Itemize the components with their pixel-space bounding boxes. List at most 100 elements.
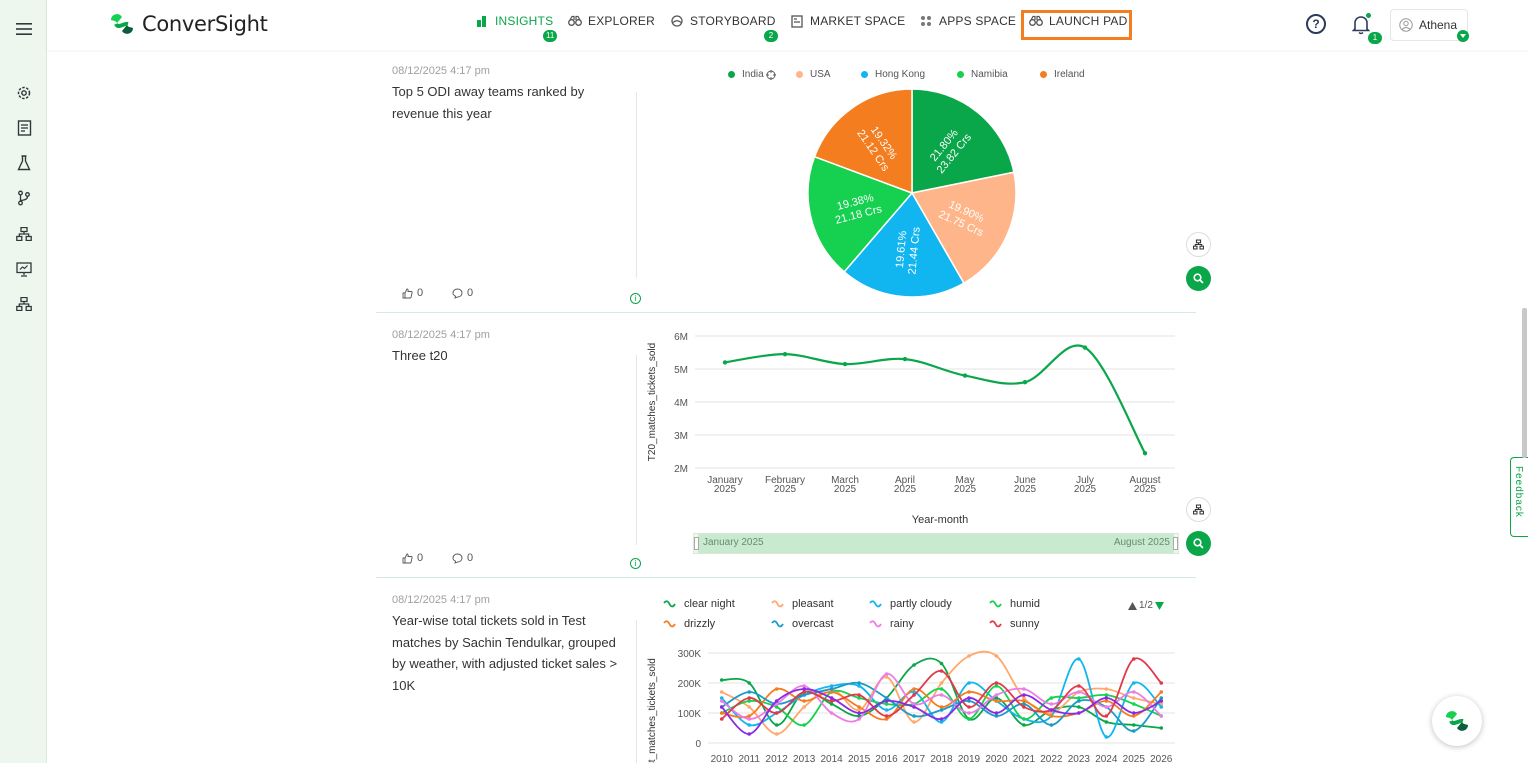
- data-point[interactable]: [1131, 714, 1136, 718]
- data-point[interactable]: [939, 720, 944, 724]
- data-point[interactable]: [829, 699, 834, 703]
- data-point[interactable]: [719, 711, 724, 715]
- legend-item-partly-cloudy[interactable]: partly cloudy: [869, 598, 952, 610]
- data-point[interactable]: [802, 684, 806, 688]
- data-point[interactable]: [774, 711, 779, 715]
- hierarchy-view-button[interactable]: [1186, 497, 1211, 522]
- pie-slice-namibia[interactable]: [807, 155, 914, 273]
- data-point[interactable]: [939, 717, 944, 721]
- hierarchy-view-button[interactable]: [1186, 232, 1211, 257]
- data-point[interactable]: [857, 696, 861, 700]
- branch-icon[interactable]: [14, 188, 34, 208]
- presentation-icon[interactable]: [14, 259, 34, 279]
- data-point[interactable]: [857, 705, 861, 709]
- data-point[interactable]: [884, 675, 889, 679]
- data-point[interactable]: [884, 696, 889, 700]
- range-selection[interactable]: [698, 534, 1174, 553]
- data-point[interactable]: [842, 361, 848, 367]
- insight-card-multi-line[interactable]: 08/12/2025 4:17 pm Year-wise total ticke…: [376, 578, 1196, 763]
- org-chart-icon[interactable]: [14, 294, 34, 314]
- data-point[interactable]: [802, 699, 806, 703]
- data-point[interactable]: [857, 708, 861, 712]
- data-point[interactable]: [1159, 714, 1164, 718]
- data-point[interactable]: [1142, 450, 1148, 456]
- data-point[interactable]: [747, 714, 752, 718]
- legend-item-sunny[interactable]: sunny: [989, 618, 1039, 630]
- data-point[interactable]: [939, 661, 944, 666]
- data-point[interactable]: [719, 705, 724, 709]
- data-point[interactable]: [747, 717, 752, 721]
- data-point[interactable]: [857, 714, 861, 718]
- data-point[interactable]: [1131, 681, 1136, 685]
- data-point[interactable]: [774, 723, 779, 727]
- data-point[interactable]: [1104, 705, 1109, 709]
- data-point[interactable]: [802, 687, 806, 691]
- data-point[interactable]: [912, 714, 916, 718]
- data-point[interactable]: [1159, 690, 1164, 694]
- data-point[interactable]: [902, 356, 908, 362]
- data-point[interactable]: [1049, 714, 1054, 718]
- data-point[interactable]: [747, 732, 752, 736]
- data-point[interactable]: [912, 663, 916, 667]
- pie-legend-namibia[interactable]: Namibia: [957, 69, 1008, 80]
- data-point[interactable]: [1104, 687, 1109, 691]
- data-point[interactable]: [1049, 702, 1054, 706]
- pie-legend-usa[interactable]: USA: [796, 69, 831, 80]
- data-point[interactable]: [1131, 711, 1136, 715]
- data-point[interactable]: [802, 705, 806, 709]
- data-point[interactable]: [994, 684, 999, 688]
- data-point[interactable]: [1077, 657, 1081, 661]
- info-icon[interactable]: i: [630, 293, 641, 304]
- data-point[interactable]: [994, 681, 999, 685]
- data-point[interactable]: [1159, 705, 1164, 709]
- data-point[interactable]: [857, 684, 861, 688]
- help-icon[interactable]: ?: [1306, 14, 1326, 34]
- data-point[interactable]: [1022, 693, 1026, 697]
- data-point[interactable]: [719, 699, 724, 703]
- data-point[interactable]: [1077, 711, 1081, 715]
- insight-card-pie[interactable]: 08/12/2025 4:17 pm Top 5 ODI away teams …: [376, 50, 1196, 313]
- data-point[interactable]: [1022, 723, 1026, 727]
- data-point[interactable]: [939, 687, 944, 691]
- data-point[interactable]: [1104, 735, 1109, 739]
- data-point[interactable]: [967, 717, 971, 721]
- data-point[interactable]: [939, 708, 944, 712]
- chatbot-launcher[interactable]: [1432, 696, 1482, 746]
- data-point[interactable]: [747, 699, 752, 703]
- legend-page-up-icon[interactable]: [1128, 601, 1137, 610]
- multi-line-chart[interactable]: 300K 200K 100K 0 2010 2011 2012 2013 2014 2015 201…: [640, 640, 1185, 763]
- data-point[interactable]: [1104, 696, 1109, 700]
- conversight-logo[interactable]: ConverSight: [108, 11, 268, 37]
- data-point[interactable]: [912, 705, 916, 709]
- data-point[interactable]: [774, 702, 779, 706]
- data-point[interactable]: [994, 714, 999, 718]
- legend-item-drizzly[interactable]: drizzly: [663, 618, 715, 630]
- like-button[interactable]: 0: [402, 287, 423, 299]
- pie-slice-ireland[interactable]: [813, 88, 913, 195]
- data-point[interactable]: [994, 711, 999, 715]
- settings-icon[interactable]: [14, 83, 34, 103]
- data-point[interactable]: [1159, 726, 1164, 730]
- data-point[interactable]: [1104, 699, 1109, 703]
- data-point[interactable]: [802, 723, 806, 727]
- data-point[interactable]: [1022, 717, 1026, 721]
- data-point[interactable]: [719, 717, 724, 721]
- scrollbar-thumb[interactable]: [1522, 308, 1527, 458]
- data-point[interactable]: [747, 723, 752, 727]
- legend-page-down-icon[interactable]: [1154, 601, 1164, 610]
- pie-legend-ireland[interactable]: Ireland: [1040, 69, 1085, 80]
- data-point[interactable]: [857, 711, 861, 715]
- menu-icon[interactable]: [14, 19, 34, 39]
- data-point[interactable]: [829, 696, 834, 700]
- data-point[interactable]: [829, 684, 834, 688]
- data-point[interactable]: [774, 699, 779, 703]
- data-point[interactable]: [939, 705, 944, 709]
- data-point[interactable]: [939, 693, 944, 697]
- comment-button[interactable]: 0: [452, 552, 473, 564]
- legend-item-overcast[interactable]: overcast: [771, 618, 834, 630]
- data-point[interactable]: [1022, 687, 1026, 691]
- data-point[interactable]: [1104, 720, 1109, 724]
- data-point[interactable]: [1077, 699, 1081, 703]
- data-point[interactable]: [774, 732, 779, 736]
- data-point[interactable]: [747, 705, 752, 709]
